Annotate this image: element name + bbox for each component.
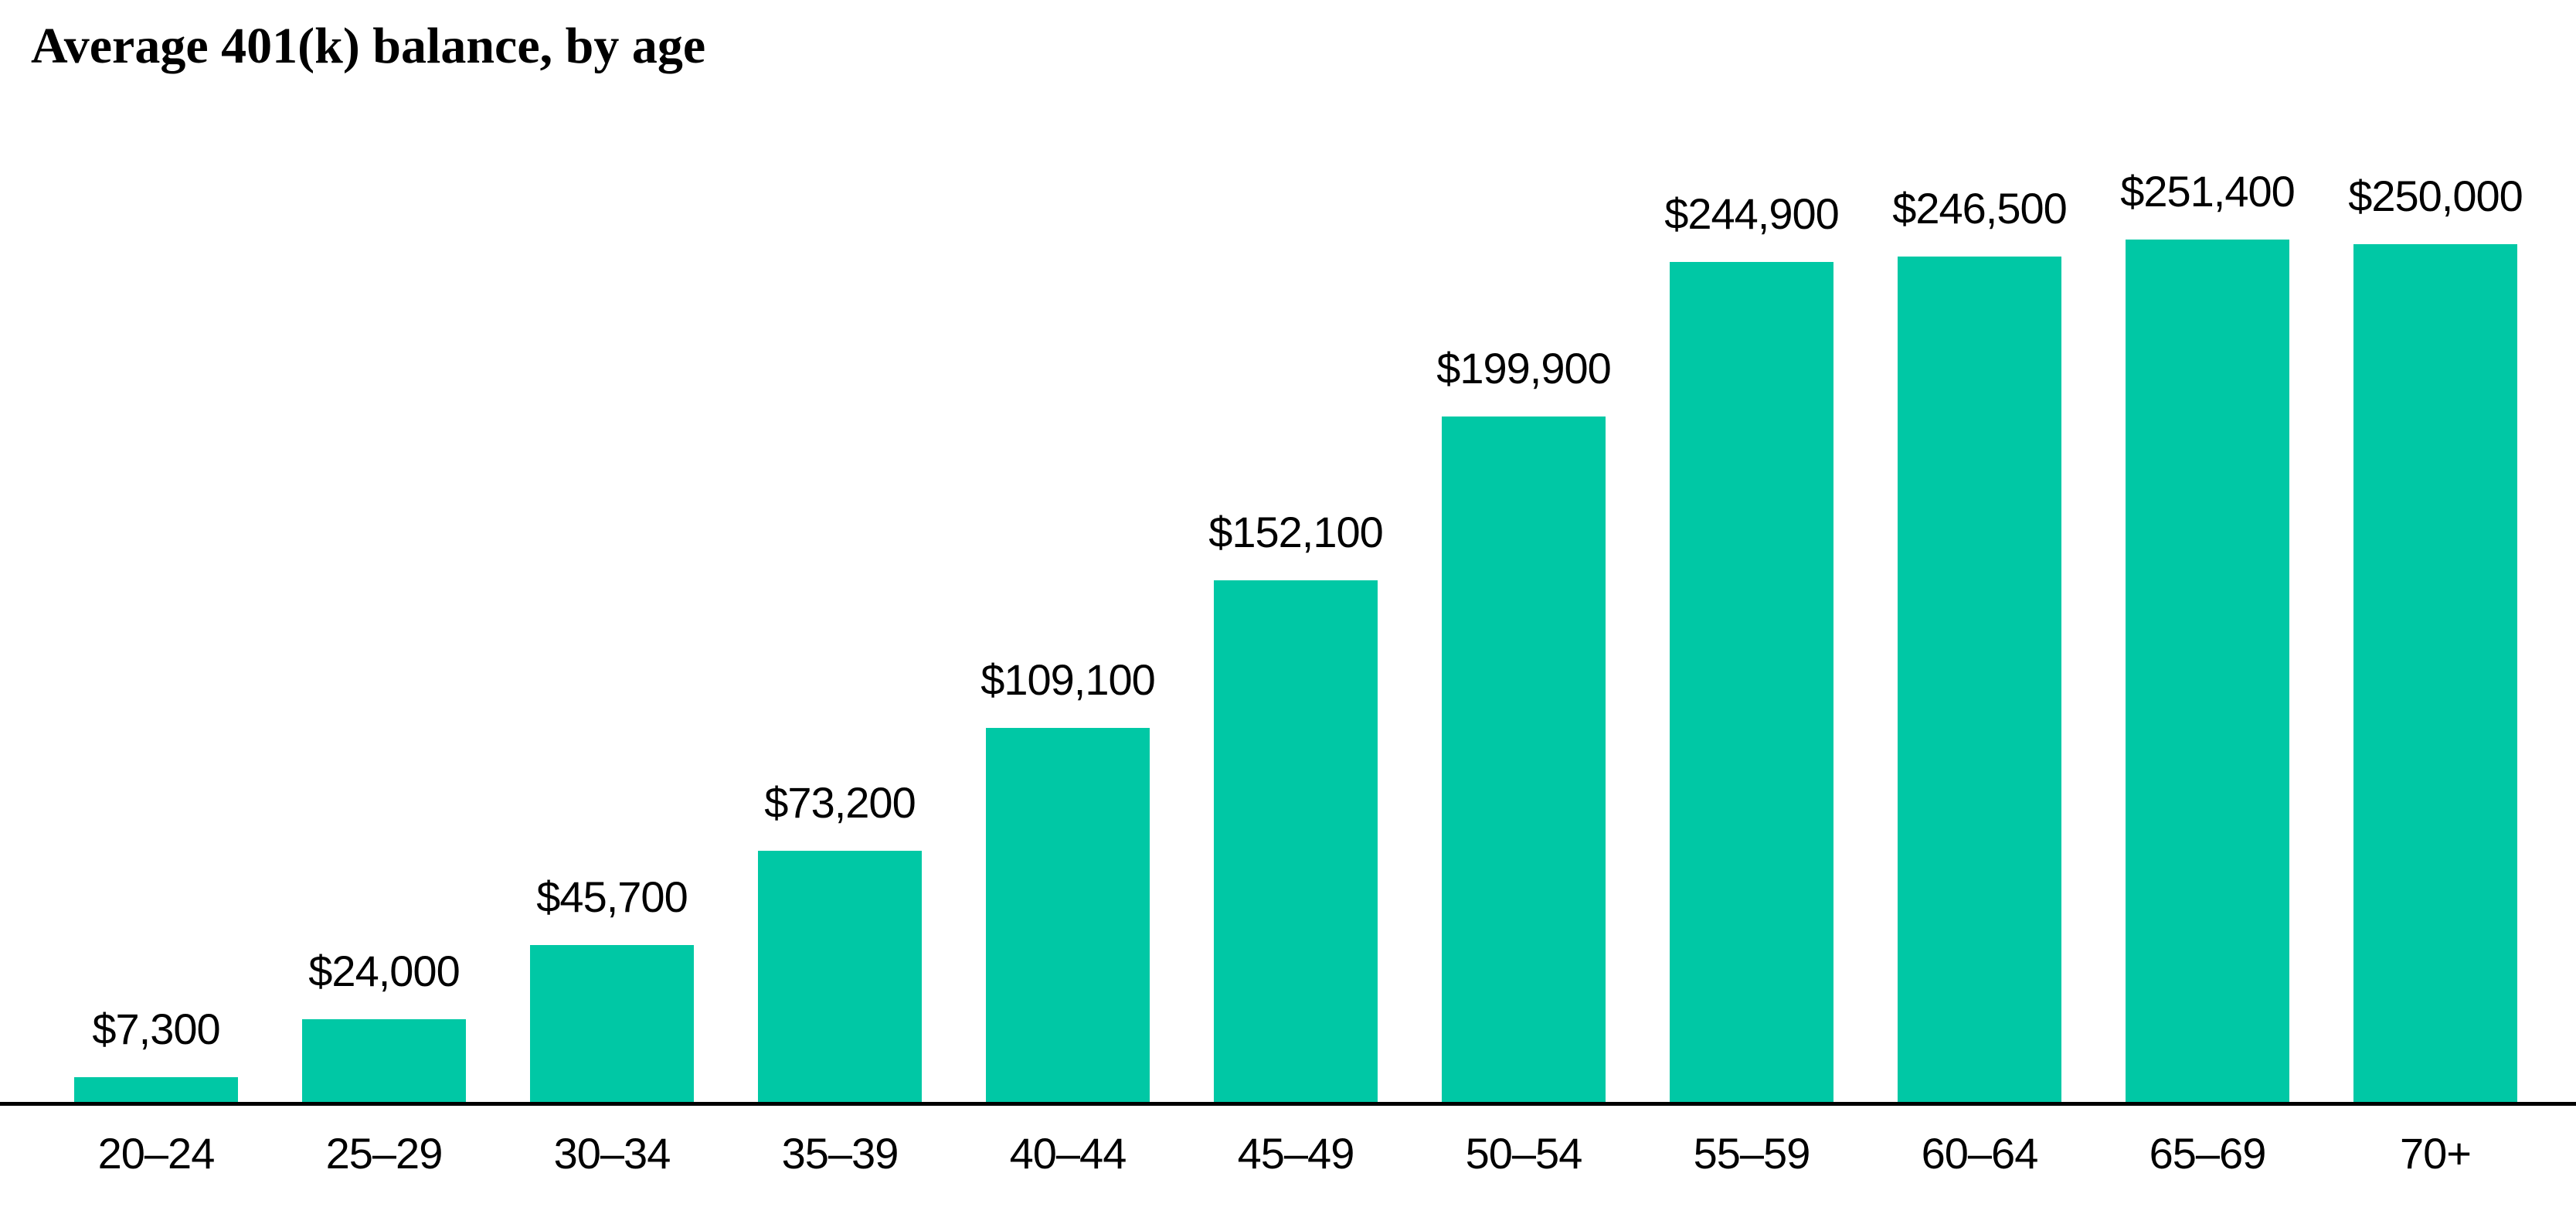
value-label: $246,500 <box>1892 184 2068 233</box>
value-label: $24,000 <box>308 947 460 995</box>
bar <box>1214 580 1378 1102</box>
bar <box>1898 257 2061 1102</box>
bar <box>1442 416 1606 1102</box>
bar <box>2126 240 2289 1102</box>
x-axis-line <box>0 1102 2576 1106</box>
bar <box>530 945 694 1102</box>
category-label: 55–59 <box>1693 1129 1811 1178</box>
value-label: $152,100 <box>1208 508 1384 556</box>
bar <box>2353 244 2517 1102</box>
bar <box>758 851 922 1102</box>
category-label: 35–39 <box>781 1129 899 1178</box>
value-label: $199,900 <box>1436 344 1612 393</box>
chart-title: Average 401(k) balance, by age <box>31 18 706 74</box>
value-label: $244,900 <box>1664 189 1840 238</box>
value-label: $251,400 <box>2120 167 2296 216</box>
bar <box>986 728 1150 1102</box>
bar <box>1670 262 1833 1102</box>
value-label: $109,100 <box>980 655 1156 704</box>
category-label: 65–69 <box>2149 1129 2267 1178</box>
bar <box>302 1019 466 1102</box>
value-label: $7,300 <box>92 1005 220 1053</box>
category-label: 25–29 <box>325 1129 443 1178</box>
category-label: 50–54 <box>1465 1129 1583 1178</box>
bar <box>74 1077 238 1102</box>
value-label: $73,200 <box>764 778 916 827</box>
category-label: 70+ <box>2400 1129 2472 1178</box>
value-label: $250,000 <box>2348 172 2523 220</box>
category-label: 30–34 <box>553 1129 671 1178</box>
category-label: 20–24 <box>97 1129 216 1178</box>
category-label: 45–49 <box>1237 1129 1355 1178</box>
category-label: 60–64 <box>1921 1129 2039 1178</box>
category-label: 40–44 <box>1009 1129 1127 1178</box>
value-label: $45,700 <box>536 872 688 921</box>
